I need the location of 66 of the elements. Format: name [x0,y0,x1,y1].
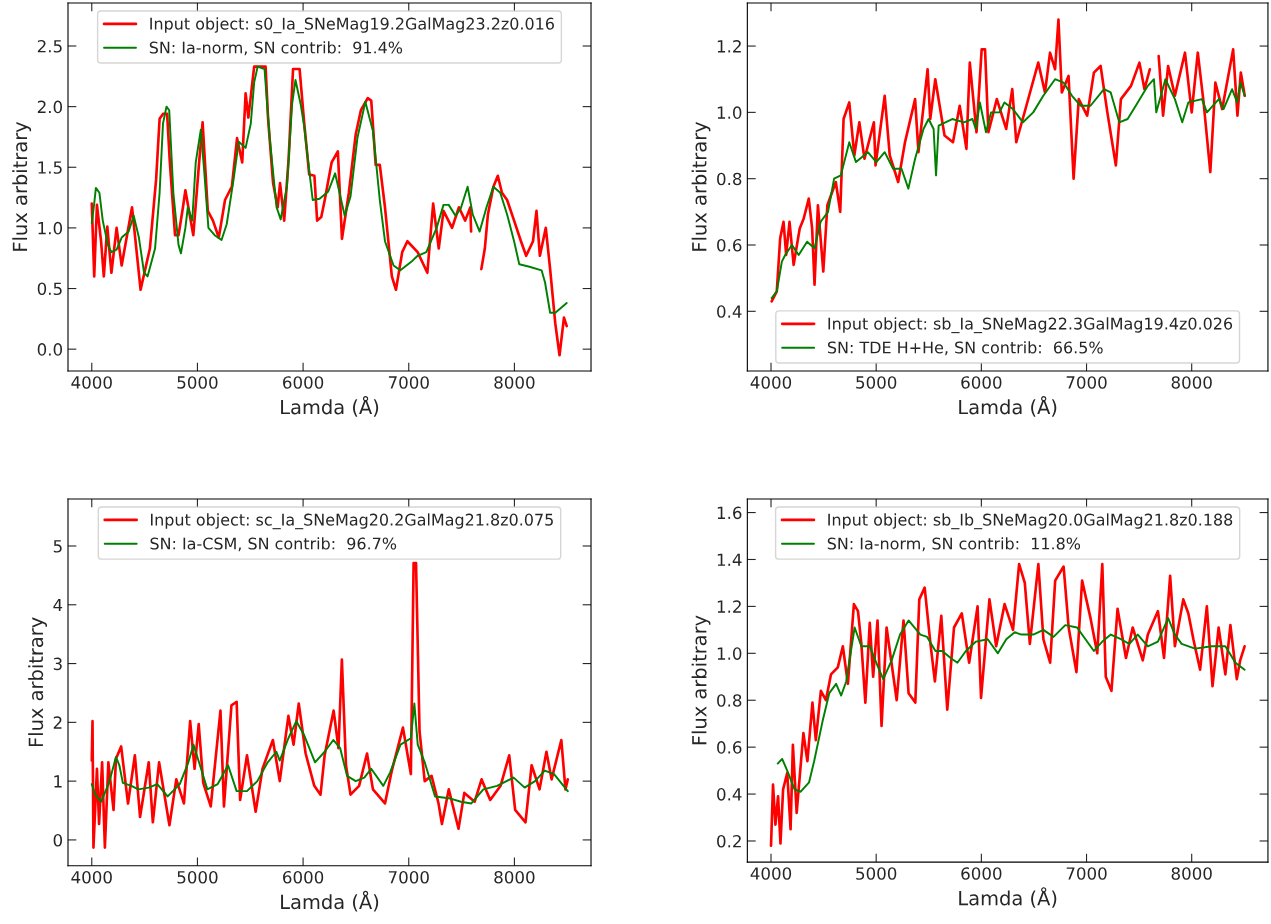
y-tick-label: 0.8 [717,694,742,707]
x-axis-title: Lamda (Å) [959,396,1057,417]
line-series [770,78,1246,300]
y-tick-label: 0.4 [717,788,742,801]
x-tick-label: 7000 [388,376,429,389]
y-tick-label: 2.5 [37,39,62,53]
legend-label: SN: TDE H+He, SN contrib: 66.5% [827,341,1103,356]
y-axis-title: Flux arbitrary [691,615,711,745]
y-tick-label: 1.0 [38,221,63,235]
line-series [776,617,1246,793]
x-tick-label: 4000 [750,376,792,389]
line-series [90,702,569,805]
y-tick-label: 1.0 [717,106,742,119]
y-tick-label: 0.4 [717,305,742,318]
y-tick-label: 2 [53,716,62,729]
y-tick-label: 5 [53,540,62,553]
y-tick-label: 0.6 [717,741,742,754]
line-series [90,561,570,849]
y-tick-label: 0.5 [37,282,62,296]
x-tick-label: 6000 [961,867,1002,880]
y-axis-title: Flux arbitrary [28,617,47,747]
legend-label: SN: Ia-norm, SN contrib: 11.8% [827,537,1081,552]
y-tick-label: 0.2 [717,834,741,848]
y-tick-label: 1.0 [717,647,742,660]
x-tick-label: 5000 [856,867,897,880]
y-tick-label: 1.4 [717,553,742,566]
legend-label: Input object: sc_Ia_SNeMag20.2GalMag21.8z0.075 [151,513,553,530]
y-tick-label: 0 [53,833,63,847]
x-tick-label: 4000 [750,867,792,880]
legend-label: SN: Ia-norm, SN contrib: 91.4% [149,41,403,56]
y-tick-label: 1.2 [717,600,741,613]
x-tick-label: 7000 [388,870,429,884]
x-axis-title: Lamda (Å) [959,887,1057,908]
y-tick-label: 1.5 [38,161,62,174]
y-tick-label: 1.2 [717,40,741,53]
x-tick-label: 4000 [71,870,112,884]
y-tick-label: 1.6 [717,506,742,520]
line-series [769,562,1246,847]
y-tick-label: 0.6 [717,238,742,252]
x-tick-label: 5000 [177,376,218,389]
x-axis-title: Lamda (Å) [281,890,379,912]
legend-label: Input object: sb_Ib_SNeMag20.0GalMag21.8z0.188 [828,513,1233,530]
x-tick-label: 6000 [283,376,324,389]
x-tick-label: 8000 [1171,376,1212,389]
x-tick-label: 6000 [283,870,324,884]
x-tick-label: 5000 [177,870,218,884]
x-tick-label: 6000 [961,376,1002,389]
legend-label: SN: Ia-CSM, SN contrib: 96.7% [150,537,397,552]
x-tick-label: 4000 [71,376,112,389]
x-axis-title: Lamda (Å) [281,396,379,417]
x-tick-label: 5000 [856,376,897,389]
y-axis-title: Flux arbitrary [691,121,711,251]
y-tick-label: 3 [53,657,62,671]
x-tick-label: 8000 [1171,867,1212,880]
x-tick-label: 8000 [494,376,535,389]
y-axis-title: Flux arbitrary [12,121,32,251]
y-tick-label: 2.0 [37,100,63,114]
y-tick-label: 1 [54,775,62,788]
y-tick-label: 0.0 [37,343,63,356]
x-tick-label: 7000 [1066,867,1107,880]
x-tick-label: 8000 [494,870,535,884]
y-tick-label: 0.8 [717,172,742,186]
x-tick-label: 7000 [1066,376,1107,389]
legend-label: Input object: s0_Ia_SNeMag19.2GalMag23.2z0.016 [150,17,554,34]
legend-label: Input object: sb_Ia_SNeMag22.3GalMag19.4z0.026 [828,317,1233,334]
y-tick-label: 4 [53,598,63,612]
